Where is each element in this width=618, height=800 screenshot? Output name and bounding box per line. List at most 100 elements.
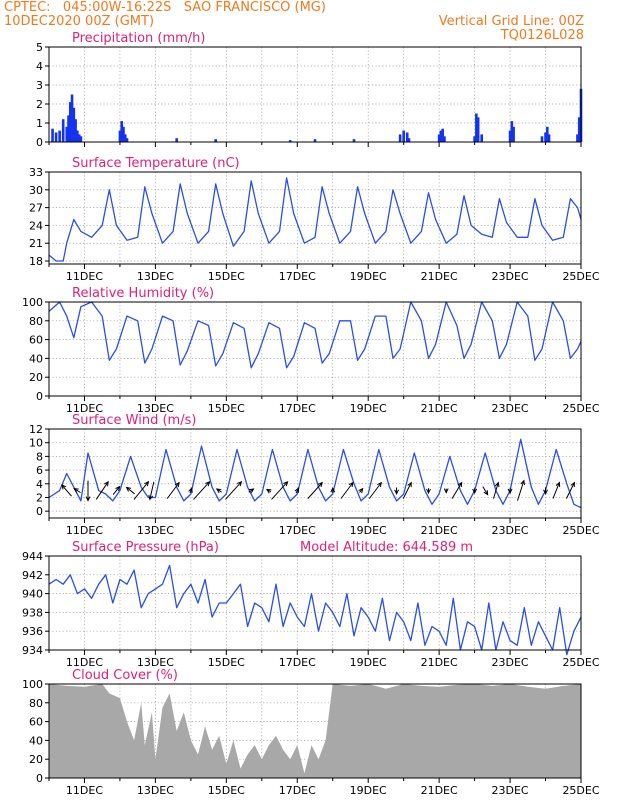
precip-bar — [175, 138, 178, 142]
temp-xtick-label: 11DEC — [66, 270, 103, 283]
precip-panel: 0 1 2 3 4 5 Precipitation (mm/h) — [36, 31, 583, 149]
precip-bar — [439, 130, 443, 142]
wind-arrow-head — [358, 487, 364, 494]
cloud-ytick-label: 80 — [29, 697, 43, 710]
precip-bar — [476, 117, 480, 142]
wind-xtick-label: 11DEC — [66, 524, 103, 537]
rh-ytick-label: 60 — [29, 334, 43, 347]
precip-bar — [70, 94, 74, 142]
wind-arrow — [507, 488, 513, 495]
precip-bar — [120, 121, 124, 142]
wind-ytick-label: 10 — [29, 437, 43, 450]
precip-bar — [480, 134, 483, 142]
wind-arrow-shaft — [565, 482, 575, 499]
wind-arrow — [73, 488, 81, 494]
temp-ytick-label: 18 — [29, 255, 43, 268]
wind-arrow-shaft — [225, 481, 242, 500]
precip-ytick-label: 5 — [36, 41, 43, 54]
cloud-xtick-label: 23DEC — [492, 784, 529, 797]
cloud-xtick-label: 21DEC — [421, 784, 458, 797]
wind-arrow — [166, 481, 180, 499]
wind-arrow-shaft — [368, 482, 382, 499]
precip-bar — [402, 130, 405, 142]
pres-series-line — [48, 564, 582, 656]
wind-arrow — [95, 480, 109, 500]
precip-bar — [473, 136, 476, 142]
wind-arrow-head — [507, 488, 513, 495]
precip-bar — [51, 128, 54, 142]
wind-xtick-label: 23DEC — [492, 524, 529, 537]
header-station: CPTEC: 045:00W-16:22S SAO FRANCISCO (MG) — [4, 0, 326, 15]
wind-frame — [48, 428, 582, 519]
wind-arrow — [225, 480, 243, 500]
cloud-xtick-label: 11DEC — [66, 784, 103, 797]
wind-arrow — [85, 480, 91, 502]
precip-bar — [58, 130, 61, 142]
cloud-area — [49, 684, 581, 778]
precip-bar — [540, 136, 544, 142]
precip-bar — [77, 134, 81, 142]
precip-bar — [547, 134, 551, 142]
temp-ytick-label: 30 — [29, 184, 43, 197]
wind-arrow-head — [61, 484, 67, 490]
precip-bar — [407, 138, 411, 142]
wind-arrow — [402, 481, 412, 499]
pres-ytick-label: 942 — [22, 569, 43, 582]
rh-xtick-label: 23DEC — [492, 402, 529, 415]
wind-arrow — [61, 484, 72, 497]
pres-xtick-label: 19DEC — [350, 656, 387, 669]
wind-arrow — [443, 488, 449, 494]
temp-ytick-label: 24 — [29, 219, 43, 232]
precip-bar — [65, 126, 69, 142]
precip-bar — [74, 119, 77, 142]
wind-xtick-label: 13DEC — [137, 524, 174, 537]
precip-ytick-label: 2 — [36, 98, 43, 111]
wind-arrow-shaft — [193, 481, 210, 500]
wind-xtick-label: 17DEC — [279, 524, 316, 537]
temp-xtick-label: 13DEC — [137, 270, 174, 283]
wind-arrow — [294, 487, 299, 494]
wind-arrow-head — [472, 488, 478, 495]
rh-ytick-label: 40 — [29, 352, 43, 365]
precip-bar — [122, 126, 125, 142]
pres-frame — [48, 555, 582, 651]
precip-bar — [405, 132, 409, 142]
pres-xtick-label: 11DEC — [66, 656, 103, 669]
wind-ytick-label: 0 — [36, 505, 43, 518]
wind-arrow — [215, 488, 222, 494]
precip-bar — [577, 117, 581, 142]
wind-arrow-head — [348, 481, 354, 488]
wind-arrow-shaft — [552, 482, 560, 499]
cloud-ytick-label: 40 — [29, 734, 43, 747]
rh-xtick-label: 11DEC — [66, 402, 103, 415]
wind-arrow-head — [205, 480, 211, 487]
temp-xtick-label: 25DEC — [562, 270, 599, 283]
wind-arrow-head — [144, 480, 150, 487]
wind-arrow — [248, 488, 255, 494]
wind-arrow — [517, 479, 526, 501]
pres-xtick-label: 25DEC — [562, 656, 599, 669]
wind-arrow-head — [73, 488, 79, 493]
wind-series-line — [48, 438, 582, 509]
temp-xtick-label: 19DEC — [350, 270, 387, 283]
rh-title: Relative Humidity (%) — [72, 286, 214, 301]
rh-ytick-label: 100 — [22, 296, 43, 309]
wind-arrow — [552, 481, 561, 499]
pres-panel: 934 936 938 940 942 944 11DEC 13DEC 15DEC 17DEC 19… — [22, 540, 600, 669]
wind-arrow-head — [570, 481, 575, 488]
wind-xtick-label: 15DEC — [208, 524, 245, 537]
pres-xtick-label: 13DEC — [137, 656, 174, 669]
wind-arrow-shaft — [61, 484, 72, 497]
wind-arrow — [565, 481, 575, 499]
temp-ytick-label: 27 — [29, 202, 43, 215]
wind-arrow — [148, 481, 155, 501]
wind-arrow — [482, 486, 489, 496]
cloud-ytick-label: 20 — [29, 753, 43, 766]
wind-arrow — [368, 481, 382, 499]
wind-arrow-head — [265, 488, 272, 494]
precip-bar — [61, 119, 65, 142]
cloud-ytick-label: 100 — [22, 678, 43, 691]
pres-xtick-label: 17DEC — [279, 656, 316, 669]
wind-arrow-head — [483, 490, 489, 496]
rh-ytick-label: 0 — [36, 390, 43, 403]
